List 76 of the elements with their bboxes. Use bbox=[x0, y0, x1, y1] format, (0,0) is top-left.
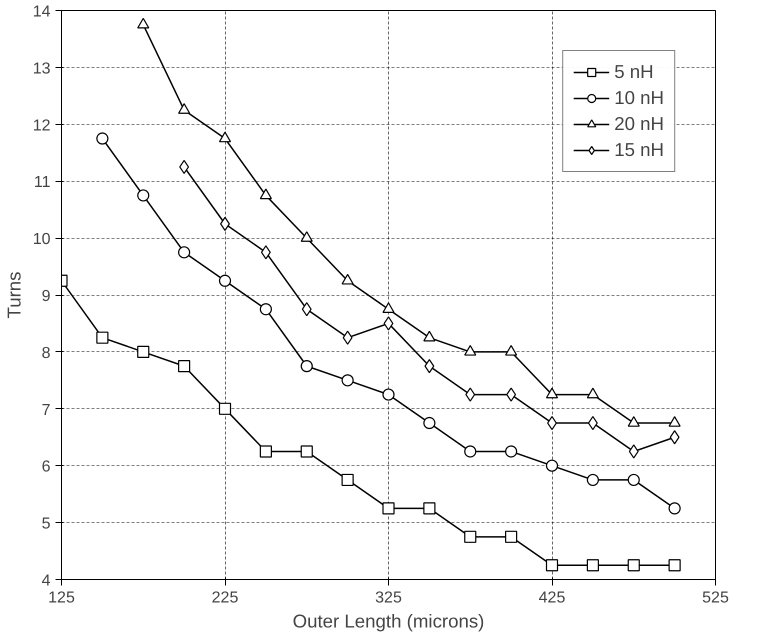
y-tick-label: 13 bbox=[32, 60, 51, 78]
point bbox=[423, 416, 436, 430]
point bbox=[546, 460, 558, 472]
point bbox=[137, 189, 150, 202]
x-tick-label: 125 bbox=[48, 590, 75, 606]
point bbox=[342, 330, 353, 345]
y-tick-label: 5 bbox=[42, 516, 51, 533]
y-tick-label: 9 bbox=[42, 288, 51, 305]
point bbox=[505, 530, 518, 543]
point bbox=[628, 444, 639, 459]
point bbox=[218, 402, 232, 415]
point bbox=[464, 530, 476, 543]
point bbox=[302, 302, 312, 316]
point bbox=[178, 103, 190, 114]
point bbox=[342, 274, 354, 285]
point bbox=[546, 388, 558, 398]
point bbox=[260, 188, 272, 200]
point bbox=[506, 387, 516, 402]
point bbox=[423, 330, 436, 342]
y-tick-label: 7 bbox=[42, 402, 51, 419]
point bbox=[137, 18, 150, 28]
x-tick-label: 425 bbox=[538, 590, 566, 606]
y-tick-label: 6 bbox=[42, 458, 51, 476]
legend-label: 20 nH bbox=[614, 113, 664, 135]
legend-label: 5 nH bbox=[614, 61, 654, 83]
point bbox=[96, 132, 108, 145]
point bbox=[586, 559, 599, 572]
y-tick-label: 11 bbox=[34, 174, 51, 192]
y-tick-label: 14 bbox=[32, 4, 51, 20]
point bbox=[424, 359, 434, 374]
point bbox=[300, 360, 313, 372]
point bbox=[96, 332, 108, 344]
point bbox=[300, 445, 313, 458]
point bbox=[137, 346, 150, 358]
point bbox=[668, 559, 681, 572]
point bbox=[628, 416, 640, 427]
point bbox=[628, 559, 640, 572]
x-tick-label: 325 bbox=[375, 590, 402, 606]
point bbox=[260, 303, 272, 316]
point bbox=[628, 474, 640, 486]
point bbox=[218, 274, 232, 287]
point bbox=[218, 132, 232, 142]
point bbox=[342, 474, 354, 486]
x-tick-label: 225 bbox=[212, 590, 238, 606]
legend-label: 10 nH bbox=[614, 87, 664, 109]
point bbox=[260, 245, 271, 260]
point bbox=[464, 445, 476, 458]
point bbox=[382, 388, 395, 401]
point bbox=[464, 344, 476, 356]
point bbox=[382, 502, 395, 514]
point bbox=[178, 246, 190, 258]
y-axis-title: Turns bbox=[4, 272, 25, 318]
point bbox=[382, 302, 395, 313]
y-tick-label: 4 bbox=[42, 572, 51, 590]
y-tick-label: 12 bbox=[32, 117, 51, 134]
point bbox=[423, 502, 436, 514]
legend-label: 15 nH bbox=[614, 139, 664, 161]
point bbox=[670, 430, 680, 444]
point bbox=[586, 388, 599, 398]
x-axis-title: Outer Length (microns) bbox=[292, 610, 484, 632]
point bbox=[260, 445, 272, 458]
point bbox=[546, 559, 558, 572]
point bbox=[505, 344, 518, 356]
x-tick-label: 525 bbox=[702, 590, 729, 606]
y-tick-label: 10 bbox=[32, 231, 51, 248]
point bbox=[179, 160, 190, 174]
point bbox=[586, 474, 599, 486]
point bbox=[465, 387, 476, 402]
y-tick-label: 8 bbox=[42, 344, 51, 362]
point bbox=[668, 502, 681, 514]
point bbox=[588, 416, 598, 430]
point bbox=[505, 445, 518, 458]
point bbox=[178, 360, 190, 372]
point bbox=[668, 416, 681, 427]
point bbox=[342, 374, 354, 386]
point bbox=[300, 231, 313, 242]
